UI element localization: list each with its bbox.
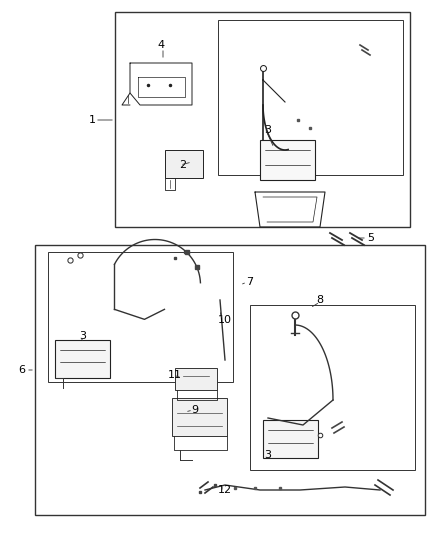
Text: 12: 12 <box>218 485 232 495</box>
Text: 2: 2 <box>180 160 187 170</box>
Text: 8: 8 <box>316 295 324 305</box>
Bar <box>165 150 203 178</box>
Text: 5: 5 <box>367 233 374 243</box>
Text: 4: 4 <box>157 40 165 50</box>
Text: 11: 11 <box>168 370 182 380</box>
Text: 3: 3 <box>265 125 272 135</box>
Text: 9: 9 <box>191 405 198 415</box>
Bar <box>218 20 403 175</box>
Bar <box>35 245 425 515</box>
Text: 3: 3 <box>265 450 272 460</box>
Bar <box>115 12 410 227</box>
Text: 10: 10 <box>218 315 232 325</box>
Bar <box>55 340 110 378</box>
Bar <box>48 252 233 382</box>
Text: 1: 1 <box>88 115 95 125</box>
Text: 7: 7 <box>247 277 254 287</box>
Bar <box>250 305 415 470</box>
Text: 3: 3 <box>80 331 86 341</box>
Bar <box>263 420 318 458</box>
Bar <box>172 398 227 436</box>
Bar <box>260 140 315 180</box>
Text: 6: 6 <box>18 365 25 375</box>
Bar <box>175 368 217 390</box>
